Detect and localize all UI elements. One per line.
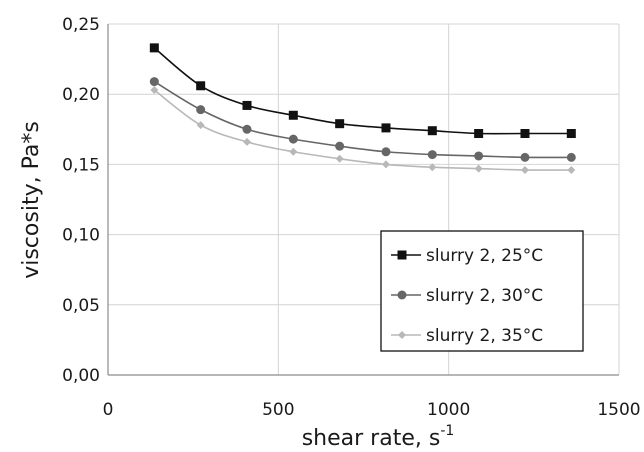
data-point: [381, 160, 390, 169]
data-point: [149, 43, 159, 53]
axes: [107, 24, 619, 376]
legend-label: slurry 2, 25°C: [426, 246, 543, 266]
series-group: [149, 43, 576, 175]
data-point: [474, 151, 484, 161]
y-tick-label: 0,20: [62, 85, 100, 105]
data-point: [474, 164, 483, 173]
legend: slurry 2, 25°C slurry 2, 30°C slurry 2, 35…: [380, 230, 584, 352]
data-point: [428, 163, 437, 172]
data-point: [288, 110, 298, 120]
data-point: [335, 154, 344, 163]
x-tick-label: 1500: [597, 400, 640, 420]
y-tick-label: 0,05: [62, 296, 100, 316]
x-tick-label: 1000: [427, 400, 470, 420]
legend-marker: [397, 250, 407, 260]
y-tick-label: 0,10: [62, 226, 100, 246]
data-point: [566, 129, 576, 139]
y-tick-label: 0,00: [62, 366, 100, 386]
data-point: [242, 137, 251, 146]
data-point: [520, 166, 529, 175]
series-3: [150, 85, 576, 175]
data-point: [150, 85, 159, 94]
x-axis-title: shear rate, s-1: [302, 423, 455, 451]
data-point: [474, 129, 484, 139]
x-tick-label: 500: [262, 400, 294, 420]
data-point: [196, 81, 206, 91]
data-point: [566, 152, 576, 162]
data-point: [567, 166, 576, 175]
y-tick-label: 0,15: [62, 155, 100, 175]
data-point: [242, 124, 252, 134]
x-axis-title-main: shear rate, s: [302, 426, 441, 451]
series-line: [153, 47, 572, 135]
data-point: [242, 100, 252, 110]
data-point: [196, 105, 206, 115]
data-point: [196, 121, 205, 130]
data-point: [381, 123, 391, 133]
data-point: [427, 150, 437, 160]
data-point: [427, 126, 437, 136]
series-1: [149, 43, 576, 139]
series-2: [149, 77, 576, 162]
legend-label: slurry 2, 30°C: [426, 286, 543, 306]
legend-marker: [398, 331, 406, 339]
data-point: [289, 147, 298, 156]
y-tick-label: 0,25: [62, 15, 100, 35]
series-line: [153, 80, 572, 159]
tick-labels: 0,00 0,05 0,10 0,15 0,20 0,25 0 500 1000 1500: [62, 15, 640, 420]
data-point: [381, 147, 391, 157]
x-tick-label: 0: [103, 400, 114, 420]
series-line: [153, 89, 572, 171]
data-point: [520, 129, 530, 139]
y-axis-title: viscosity, Pa*s: [19, 121, 44, 279]
x-axis-title-superscript: -1: [440, 423, 454, 439]
data-point: [149, 77, 159, 87]
data-point: [288, 134, 298, 144]
data-point: [335, 141, 345, 151]
data-point: [520, 152, 530, 162]
legend-label: slurry 2, 35°C: [426, 326, 543, 346]
legend-marker: [397, 290, 407, 300]
legend-box: [380, 230, 584, 352]
data-point: [335, 119, 345, 129]
